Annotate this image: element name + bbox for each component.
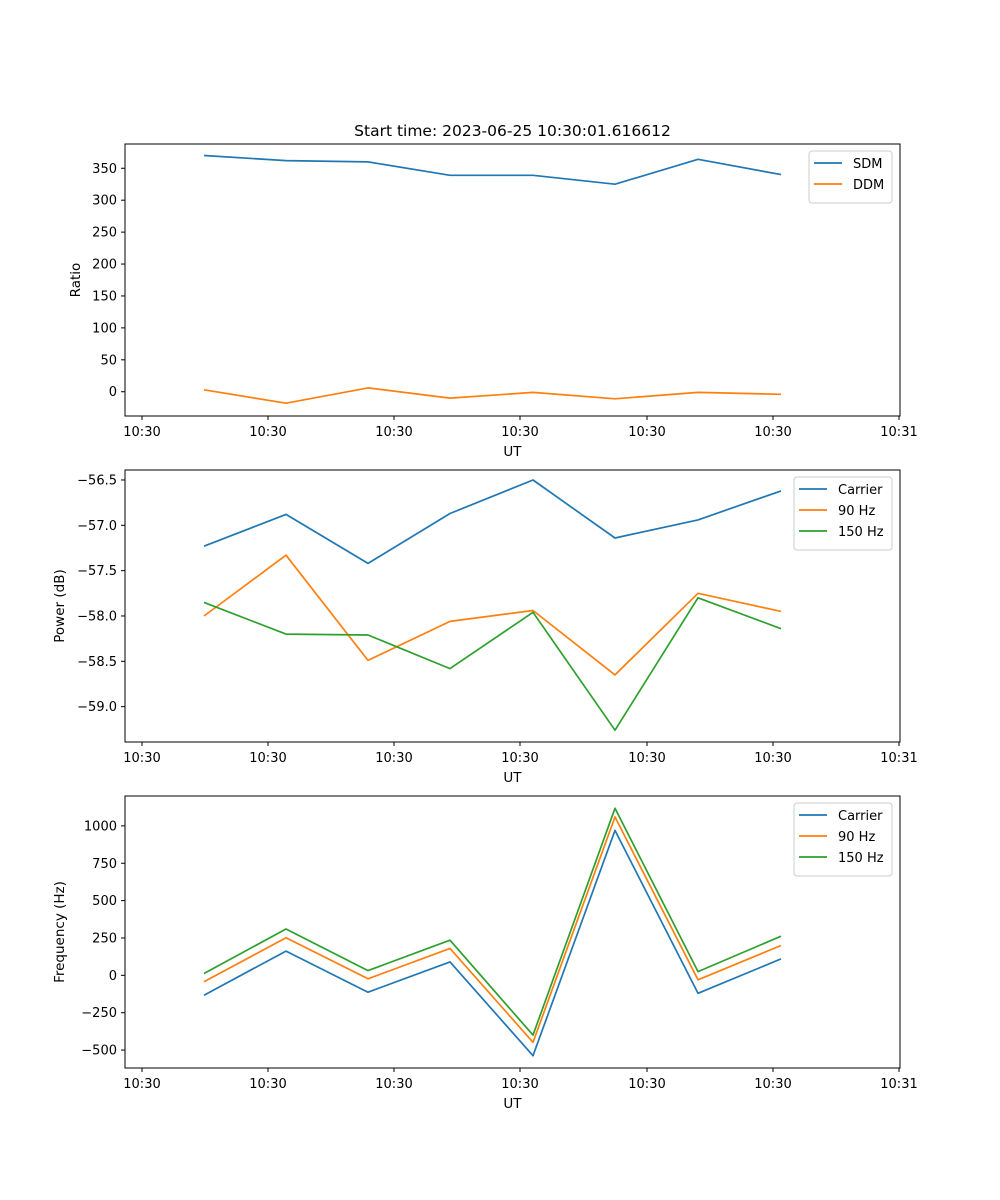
series-line-carrier xyxy=(203,479,782,565)
legend-box xyxy=(808,150,893,204)
y-tick-label: −58.5 xyxy=(77,655,117,670)
subplot-2: 10:30 10:30 10:30 10:30 10:30 10:30 10:31 UT −59… xyxy=(52,469,918,786)
y-axis-label: Frequency (Hz) xyxy=(52,881,68,983)
y-tick-label: −57.5 xyxy=(77,564,117,579)
x-tick-label: 10:30 xyxy=(249,751,286,766)
x-tick-label: 10:30 xyxy=(628,1077,665,1092)
y-tick-label: 300 xyxy=(92,194,117,209)
y-tick-label: 750 xyxy=(92,857,117,872)
y-tick-label: −58.0 xyxy=(77,609,117,624)
y-tick-label: −500 xyxy=(81,1044,117,1059)
series-line-carrier xyxy=(203,829,782,1057)
x-axis-label: UT xyxy=(503,770,522,786)
subplot-1: 10:30 10:30 10:30 10:30 10:30 10:30 10:31 UT 0 50… xyxy=(68,143,918,460)
subplots: 10:30 10:30 10:30 10:30 10:30 10:30 10:31 UT 0 50… xyxy=(52,143,918,1112)
y-tick-label: 350 xyxy=(92,162,117,177)
x-tick-label: 10:30 xyxy=(123,1077,160,1092)
series-line-150-hz xyxy=(203,807,782,1036)
series-line-150-hz xyxy=(203,596,782,732)
x-tick-label: 10:30 xyxy=(375,751,412,766)
y-tick-label: 200 xyxy=(92,258,117,273)
y-tick-label: 150 xyxy=(92,289,117,304)
y-axis-label: Power (dB) xyxy=(52,569,68,642)
y-tick-label: 1000 xyxy=(84,819,117,834)
x-tick-label: 10:30 xyxy=(249,1077,286,1092)
legend-label: 90 Hz xyxy=(838,504,875,519)
legend: SDM DDM xyxy=(808,150,893,204)
x-tick-label: 10:31 xyxy=(880,751,917,766)
y-tick-label: 250 xyxy=(92,931,117,946)
legend-label: Carrier xyxy=(838,809,883,824)
x-tick-label: 10:31 xyxy=(880,425,917,440)
series-line-ddm xyxy=(203,387,782,405)
x-tick-label: 10:30 xyxy=(375,425,412,440)
subplot-3: 10:30 10:30 10:30 10:30 10:30 10:30 10:31 UT −50… xyxy=(52,795,918,1112)
y-tick-label: −57.0 xyxy=(77,519,117,534)
y-tick-label: −250 xyxy=(81,1006,117,1021)
x-tick-label: 10:30 xyxy=(754,1077,791,1092)
series-line-90-hz xyxy=(203,554,782,676)
x-tick-label: 10:30 xyxy=(628,751,665,766)
x-tick-label: 10:30 xyxy=(628,425,665,440)
legend-label: SDM xyxy=(853,157,882,172)
legend-label: 150 Hz xyxy=(838,525,884,540)
y-tick-label: −56.5 xyxy=(77,473,117,488)
y-tick-label: 0 xyxy=(109,385,117,400)
y-tick-label: −59.0 xyxy=(77,700,117,715)
plot-frame xyxy=(124,795,901,1069)
x-tick-label: 10:30 xyxy=(501,1077,538,1092)
x-axis-label: UT xyxy=(503,1096,522,1112)
x-axis-label: UT xyxy=(503,444,522,460)
y-axis-label: Ratio xyxy=(68,263,84,298)
y-tick-label: 0 xyxy=(109,969,117,984)
x-tick-label: 10:30 xyxy=(249,425,286,440)
legend-label: DDM xyxy=(853,178,884,193)
series-line-sdm xyxy=(203,154,782,186)
x-tick-label: 10:30 xyxy=(754,425,791,440)
x-tick-label: 10:30 xyxy=(501,425,538,440)
y-tick-label: 500 xyxy=(92,894,117,909)
y-tick-label: 100 xyxy=(92,321,117,336)
x-tick-label: 10:30 xyxy=(501,751,538,766)
legend-label: 90 Hz xyxy=(838,830,875,845)
x-tick-label: 10:30 xyxy=(754,751,791,766)
series-line-90-hz xyxy=(203,816,782,1044)
y-tick-label: 50 xyxy=(100,353,117,368)
legend-label: 150 Hz xyxy=(838,851,884,866)
legend: Carrier 90 Hz 150 Hz xyxy=(793,476,893,551)
legend-label: Carrier xyxy=(838,483,883,498)
figure-title: Start time: 2023-06-25 10:30:01.616612 xyxy=(354,122,671,140)
x-tick-label: 10:31 xyxy=(880,1077,917,1092)
x-tick-label: 10:30 xyxy=(123,425,160,440)
x-tick-label: 10:30 xyxy=(123,751,160,766)
legend: Carrier 90 Hz 150 Hz xyxy=(793,802,893,877)
x-tick-label: 10:30 xyxy=(375,1077,412,1092)
plot-frame xyxy=(124,469,901,743)
y-tick-label: 250 xyxy=(92,226,117,241)
plot-frame xyxy=(124,143,901,417)
